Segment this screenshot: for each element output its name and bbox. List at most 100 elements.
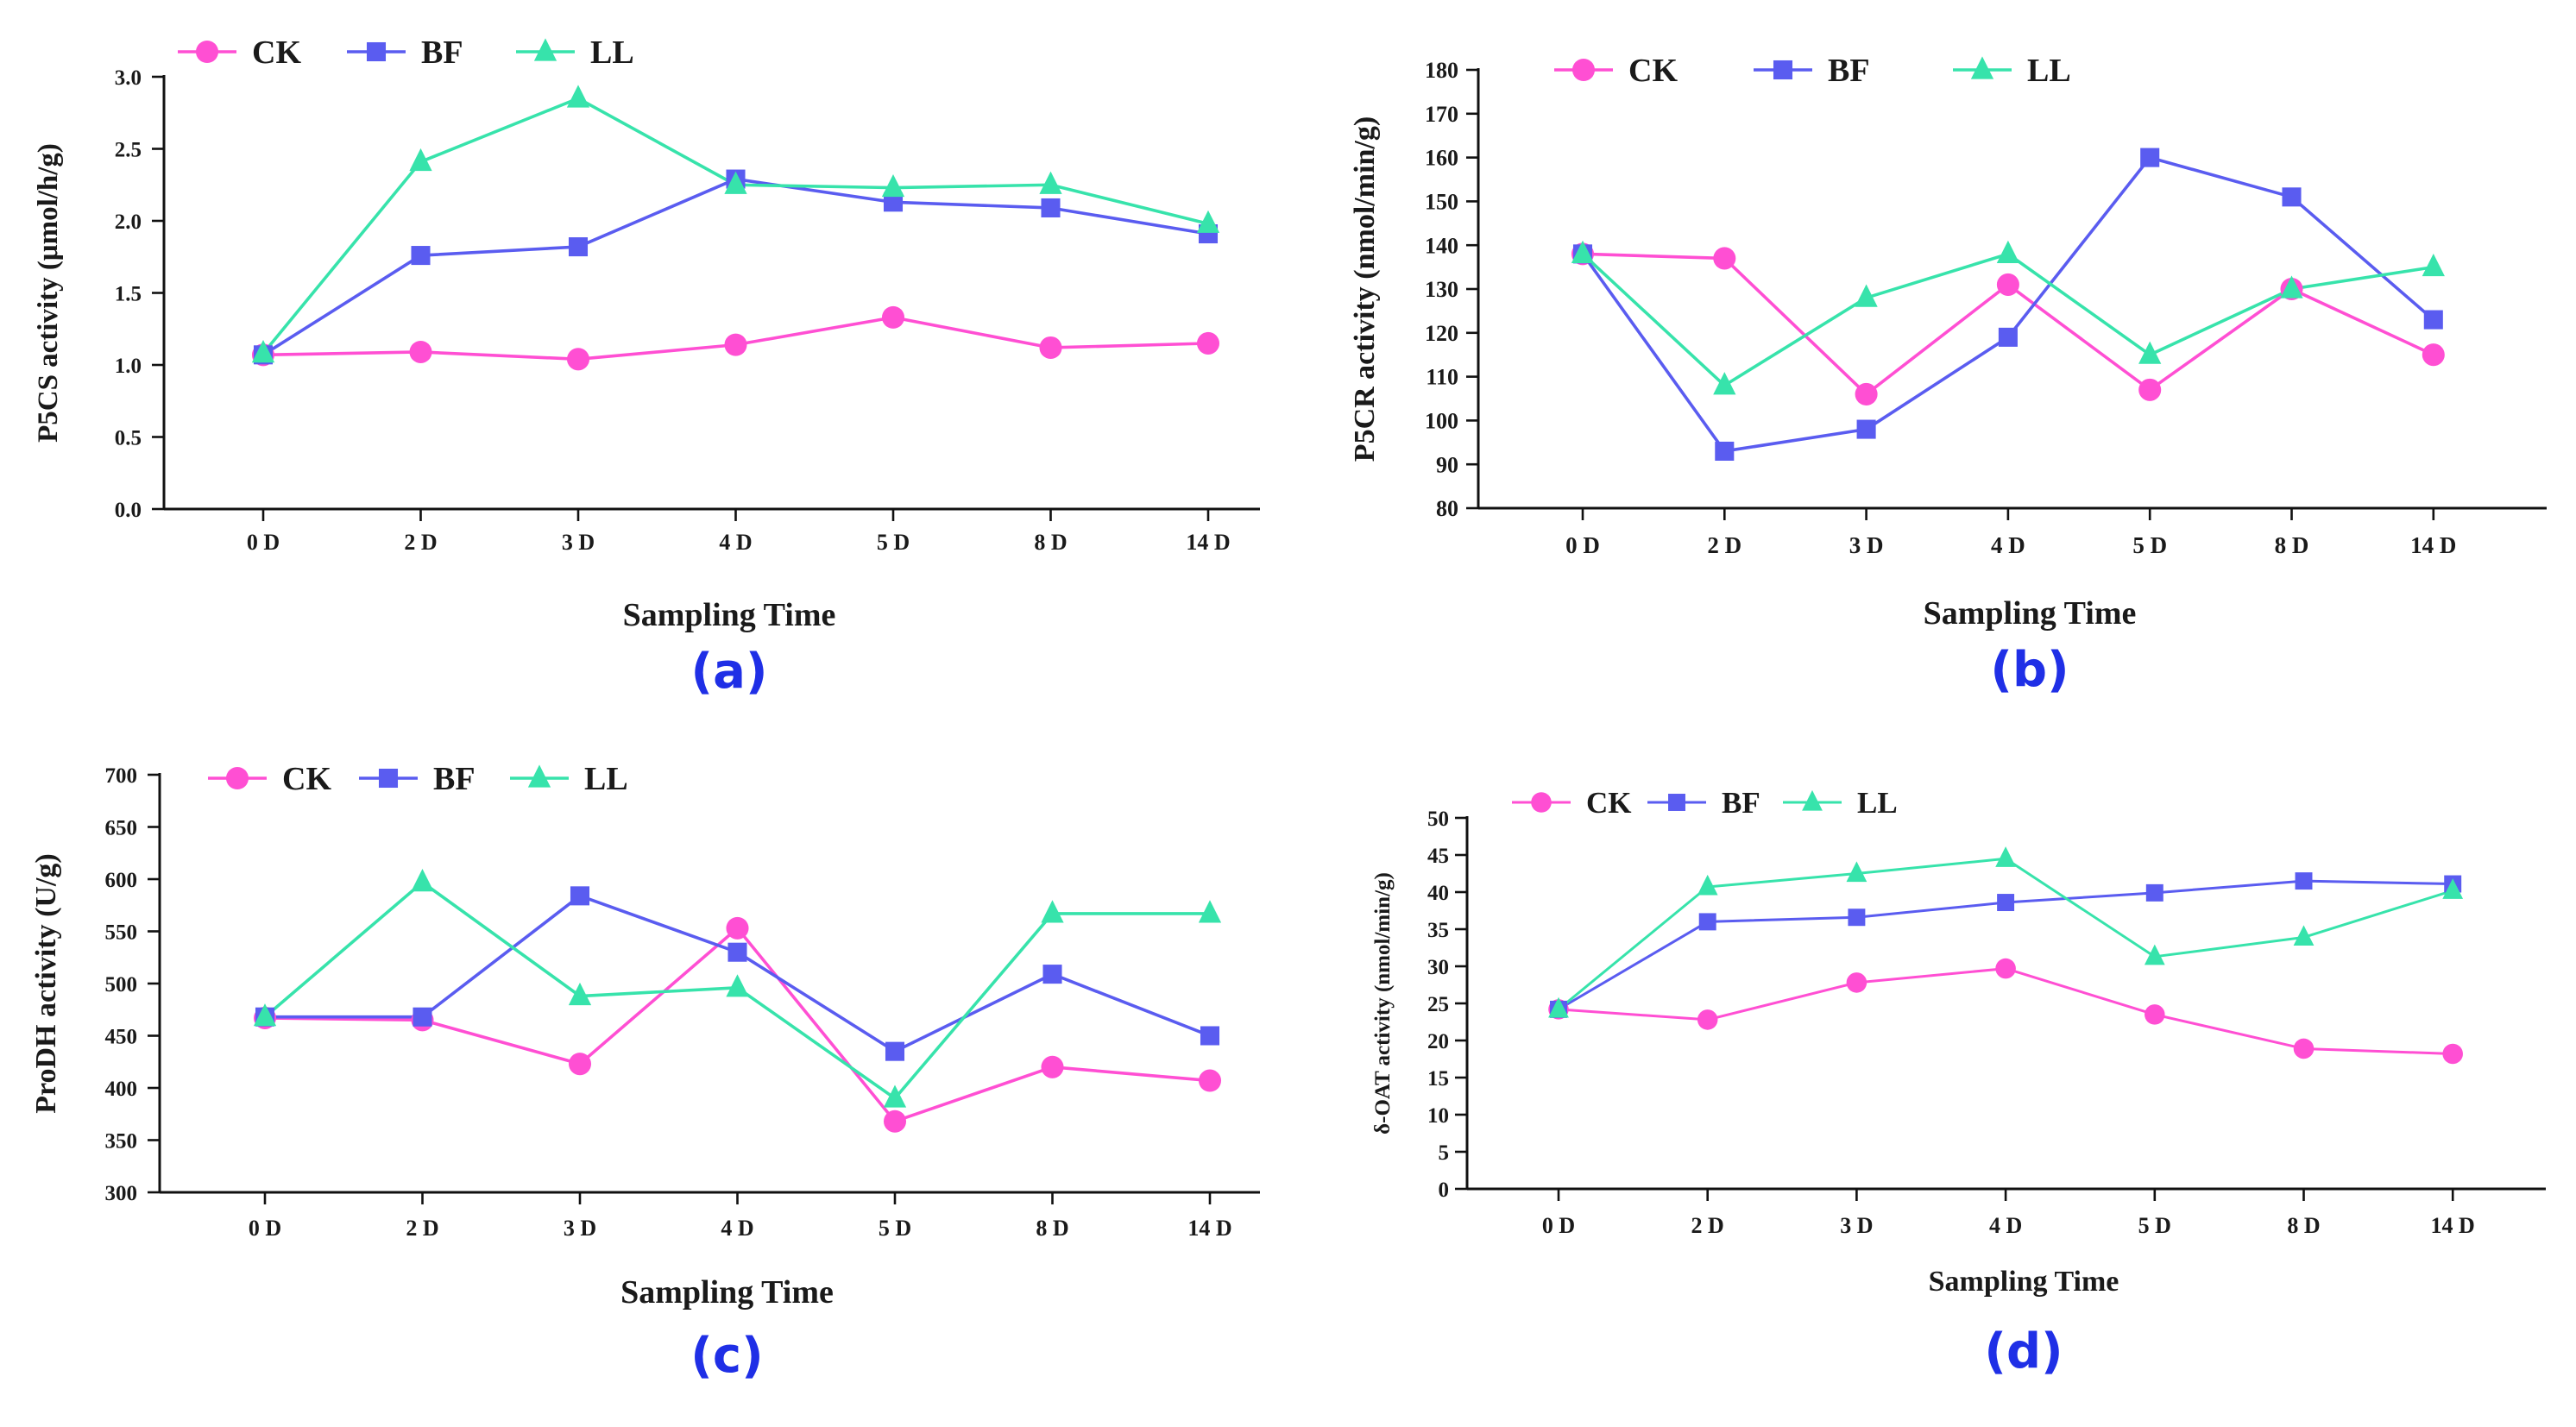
data-point-ll [251, 340, 275, 363]
data-point-ck [1713, 247, 1736, 270]
legend-marker-bf [366, 41, 387, 62]
legend-marker-ll [1970, 56, 1994, 79]
data-point-ll [881, 173, 905, 198]
data-point-bf [570, 886, 590, 906]
data-point-ll [2442, 878, 2464, 899]
legend: CK BF LL [1512, 786, 1898, 820]
x-axis-label: Sampling Time [620, 1274, 834, 1311]
data-point-bf [1997, 894, 2015, 912]
data-point-ck [1041, 1055, 1064, 1078]
y-tick-label: 0 [1439, 1179, 1450, 1202]
y-tick-label: 80 [1436, 496, 1458, 521]
legend-label-ll: LL [584, 761, 628, 797]
x-tick-label: 8 D [2275, 532, 2309, 558]
legend-label-bf: BF [1722, 786, 1760, 820]
legend-marker-ck [1531, 792, 1552, 813]
legend-marker-bf [1773, 60, 1793, 80]
data-point-ll [253, 1003, 277, 1027]
data-point-bf [1856, 419, 1876, 439]
y-tick-label: 20 [1427, 1030, 1449, 1053]
data-point-ck [1846, 972, 1867, 993]
legend-marker-bf [378, 768, 399, 789]
chart-panel-b: 80 90 100 110 120 130 140 150 160 170 180 0 D 2 D 3 D… [1349, 53, 2547, 698]
data-point-bf [1715, 441, 1735, 461]
data-point-bf [2140, 148, 2160, 167]
y-tick-label: 550 [105, 921, 138, 944]
x-tick-label: 4 D [1991, 532, 2025, 558]
legend-marker-ck [195, 40, 219, 64]
data-point-ck [2138, 378, 2162, 401]
legend-marker-ck [1571, 58, 1596, 82]
data-point-ll [2144, 944, 2165, 965]
data-point-bf [883, 192, 904, 212]
data-point-bf [2145, 883, 2163, 902]
y-tick-label: 50 [1427, 808, 1449, 831]
data-point-ck [881, 305, 905, 329]
data-point-ll [724, 171, 747, 194]
y-tick-label: 30 [1427, 956, 1449, 979]
y-tick-label: 35 [1427, 919, 1449, 942]
data-point-bf [1200, 1026, 1220, 1046]
data-point-ll [2422, 253, 2445, 277]
data-point-ll [1846, 861, 1867, 883]
x-tick-label: 3 D [562, 530, 595, 555]
legend-label-ll: LL [590, 35, 634, 71]
data-point-bf [568, 237, 589, 257]
data-point-ck [2442, 1043, 2463, 1065]
x-tick-label: 5 D [877, 530, 910, 555]
legend: CK BF LL [208, 761, 628, 797]
data-point-bf [1042, 965, 1062, 984]
x-axis-label: Sampling Time [1924, 595, 2137, 632]
data-point-ck [1697, 1009, 1718, 1030]
x-tick-label: 8 D [1036, 1216, 1068, 1241]
y-tick-label: 45 [1427, 845, 1449, 868]
data-point-ck [883, 1110, 907, 1133]
x-tick-label: 3 D [1849, 532, 1884, 558]
legend-marker-ll [533, 38, 557, 61]
y-tick-label: 160 [1425, 146, 1458, 171]
data-point-ck [724, 333, 747, 356]
x-tick-label: 0 D [247, 530, 280, 555]
data-point-ll [1996, 240, 2020, 263]
y-tick-label: 2.5 [115, 138, 142, 161]
chart-panel-d: 0 5 10 15 20 25 30 35 40 45 50 0 D 2 D 3 D 4 D 5 D 8 D 14… [1371, 786, 2546, 1380]
x-tick-label: 4 D [1989, 1213, 2022, 1238]
y-tick-label: 90 [1436, 452, 1458, 477]
data-point-ll [2138, 341, 2162, 364]
chart-panel-a: 0.0 0.5 1.0 1.5 2.0 2.5 3.0 0 D 2 D 3 D 4 D 5 D 8 D 1… [33, 35, 1260, 700]
data-point-ll [2280, 275, 2303, 299]
y-axis-label: ProDH activity (U/g) [30, 853, 62, 1114]
y-tick-label: 350 [105, 1129, 138, 1153]
data-point-bf [885, 1041, 905, 1061]
legend-label-bf: BF [1828, 53, 1870, 89]
data-point-ll [1548, 996, 1569, 1018]
data-point-ck [2293, 1038, 2315, 1059]
y-tick-label: 600 [105, 869, 138, 892]
legend-marker-bf [1668, 794, 1685, 811]
series-line-bf [262, 177, 1209, 356]
y-tick-label: 2.0 [115, 211, 142, 234]
x-tick-label: 5 D [2132, 532, 2167, 558]
data-point-ck [409, 340, 432, 363]
y-tick-label: 1.5 [115, 282, 142, 305]
data-point-bf [2423, 310, 2443, 330]
legend-label-ll: LL [2027, 53, 2071, 89]
panel-label: (b) [1990, 642, 2069, 698]
data-point-ll [1039, 171, 1062, 194]
y-tick-label: 500 [105, 973, 138, 996]
legend: CK BF LL [178, 35, 634, 71]
x-tick-label: 8 D [1034, 530, 1067, 555]
legend-label-bf: BF [433, 761, 476, 797]
data-point-ll [1713, 372, 1736, 395]
y-tick-label: 150 [1425, 190, 1458, 215]
legend-label-ck: CK [1586, 786, 1632, 820]
data-point-ck [1039, 336, 1062, 359]
x-tick-label: 3 D [1840, 1213, 1873, 1238]
panel-label: (d) [1984, 1323, 2063, 1380]
y-axis-label: P5CS activity (μmol/h/g) [33, 143, 64, 443]
data-point-ck [2422, 343, 2445, 367]
data-point-bf [1848, 908, 1866, 927]
y-tick-label: 300 [105, 1182, 138, 1205]
y-axis-label: δ-OAT activity (nmol/min/g) [1371, 872, 1395, 1135]
data-point-ck [1995, 958, 2016, 979]
